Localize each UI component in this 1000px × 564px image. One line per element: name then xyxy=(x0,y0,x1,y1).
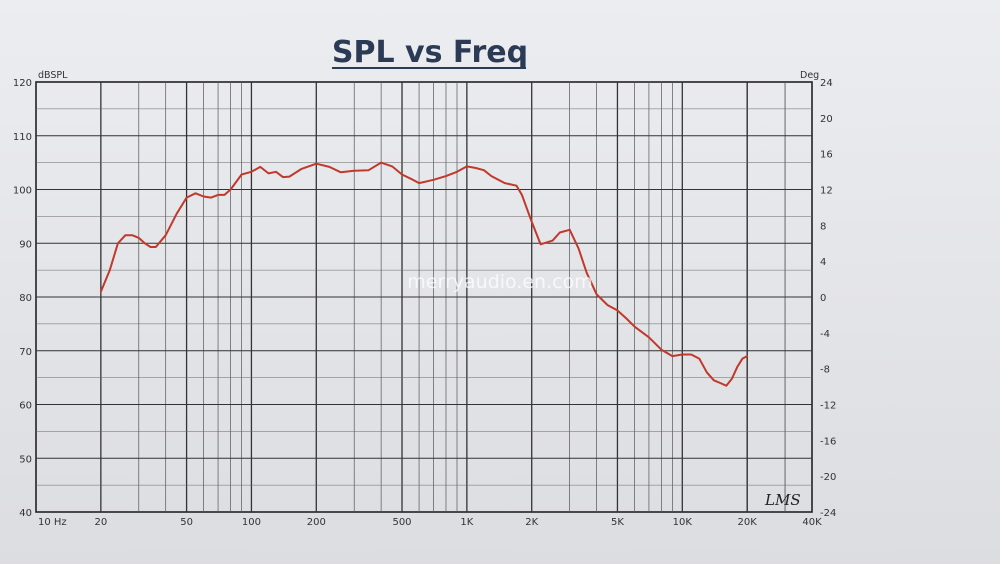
chart-title: SPL vs Freq xyxy=(332,35,528,70)
y2-tick-label: 16 xyxy=(820,150,833,161)
x-tick-label: 20 xyxy=(94,517,107,528)
x-tick-label: 5K xyxy=(611,517,624,528)
x-tick-label: 40K xyxy=(802,517,822,528)
y-tick-label: 110 xyxy=(13,132,32,143)
y-tick-label: 60 xyxy=(19,401,32,412)
y2-tick-label: 20 xyxy=(820,114,833,125)
y-tick-label: 70 xyxy=(19,347,32,358)
x-tick-label: 500 xyxy=(392,517,411,528)
x-tick-label: 100 xyxy=(242,517,261,528)
y2-tick-label: -8 xyxy=(820,365,830,376)
y2-tick-label: -12 xyxy=(820,401,836,412)
x-tick-label: 2K xyxy=(525,517,538,528)
series-group xyxy=(99,161,749,387)
x-tick-label: 50 xyxy=(180,517,193,528)
x-tick-label: 10 Hz xyxy=(38,517,67,528)
watermark-text: merryaudio.en.com xyxy=(407,271,592,293)
signature-text: LMS xyxy=(764,491,801,509)
x-tick-label: 10K xyxy=(673,517,693,528)
x-tick-label: 1K xyxy=(460,517,473,528)
y2-tick-label: 8 xyxy=(820,221,826,232)
y-axis-tick-labels: 40 50 60 70 80 90 100 110 120 xyxy=(13,78,32,519)
y-tick-label: 40 xyxy=(19,508,32,519)
y2-tick-label: 12 xyxy=(820,186,833,197)
y2-tick-label: -20 xyxy=(820,472,836,483)
grid-lines xyxy=(36,82,812,512)
y-tick-label: 50 xyxy=(19,454,32,465)
y2-axis-unit-label: Deg xyxy=(800,70,819,81)
y-tick-label: 90 xyxy=(19,239,32,250)
x-axis-tick-labels: 10 Hz 20 50 100 200 500 1K 2K 5K 10K 20K 40K xyxy=(38,517,822,528)
y2-tick-label: 0 xyxy=(820,293,826,304)
y-tick-label: 120 xyxy=(13,78,32,89)
y-axis-unit-label: dBSPL xyxy=(38,70,68,81)
x-tick-label: 200 xyxy=(307,517,326,528)
x-tick-label: 20K xyxy=(738,517,758,528)
y2-tick-label: 4 xyxy=(820,257,826,268)
spl-series-line xyxy=(99,161,749,387)
y2-tick-label: -16 xyxy=(820,436,836,447)
y-tick-label: 100 xyxy=(13,186,32,197)
y2-axis-tick-labels: -24 -20 -16 -12 -8 -4 0 4 8 12 16 20 24 xyxy=(820,78,836,519)
y2-tick-label: -4 xyxy=(820,329,830,340)
y2-tick-label: -24 xyxy=(820,508,836,519)
y-tick-label: 80 xyxy=(19,293,32,304)
y2-tick-label: 24 xyxy=(820,78,833,89)
